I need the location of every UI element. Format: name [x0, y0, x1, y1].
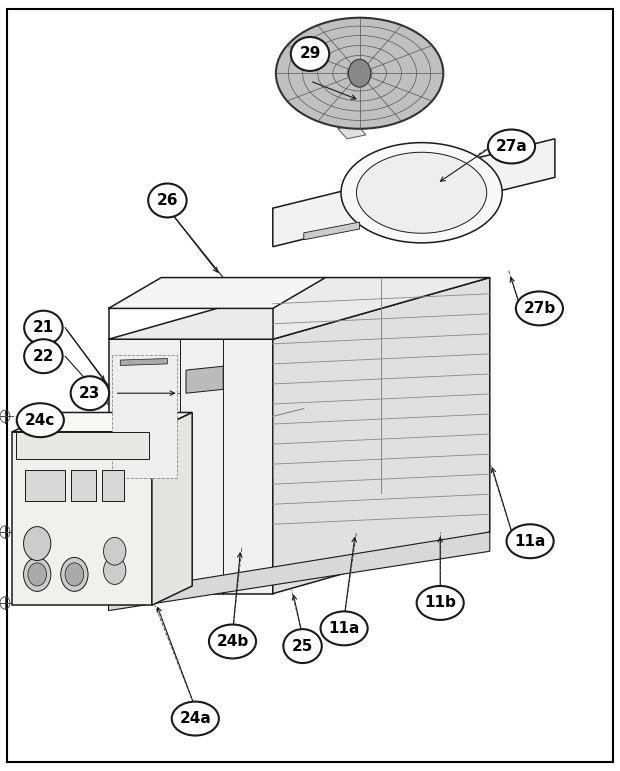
Polygon shape — [12, 412, 192, 432]
Ellipse shape — [24, 339, 63, 373]
Ellipse shape — [356, 153, 487, 233]
Ellipse shape — [71, 376, 109, 410]
Ellipse shape — [507, 524, 554, 558]
Ellipse shape — [291, 37, 329, 71]
Polygon shape — [273, 278, 490, 594]
Polygon shape — [25, 470, 65, 501]
Circle shape — [104, 537, 126, 565]
Polygon shape — [16, 432, 149, 459]
Circle shape — [24, 557, 51, 591]
Text: 11b: 11b — [424, 595, 456, 611]
Text: 24a: 24a — [179, 711, 211, 726]
Ellipse shape — [488, 130, 535, 163]
Text: 26: 26 — [157, 193, 178, 208]
Circle shape — [61, 557, 88, 591]
Text: 11a: 11a — [329, 621, 360, 636]
Circle shape — [28, 563, 46, 586]
Text: 23: 23 — [79, 386, 100, 401]
Text: 22: 22 — [33, 348, 54, 364]
Ellipse shape — [276, 18, 443, 129]
Polygon shape — [71, 470, 96, 501]
Ellipse shape — [17, 403, 64, 437]
Ellipse shape — [148, 183, 187, 217]
Ellipse shape — [341, 143, 502, 243]
Text: 27a: 27a — [495, 139, 528, 154]
Polygon shape — [102, 470, 124, 501]
Text: 11a: 11a — [515, 534, 546, 549]
Ellipse shape — [209, 625, 256, 658]
Text: 25: 25 — [292, 638, 313, 654]
Polygon shape — [120, 359, 167, 365]
Text: 24b: 24b — [216, 634, 249, 649]
Circle shape — [348, 59, 371, 87]
Text: 24c: 24c — [25, 412, 55, 428]
Ellipse shape — [417, 586, 464, 620]
Polygon shape — [273, 139, 555, 247]
Polygon shape — [108, 339, 273, 594]
Ellipse shape — [283, 629, 322, 663]
Text: 21: 21 — [33, 320, 54, 335]
Polygon shape — [338, 123, 366, 139]
Polygon shape — [304, 222, 360, 240]
Polygon shape — [152, 412, 192, 605]
Ellipse shape — [172, 702, 219, 736]
Ellipse shape — [321, 611, 368, 645]
Polygon shape — [186, 366, 223, 393]
Text: 27b: 27b — [523, 301, 556, 316]
Circle shape — [104, 557, 126, 584]
Text: eReplacementParts.com: eReplacementParts.com — [216, 393, 404, 409]
Polygon shape — [12, 432, 152, 605]
Ellipse shape — [516, 291, 563, 325]
Circle shape — [24, 527, 51, 561]
Text: 29: 29 — [299, 46, 321, 62]
Polygon shape — [108, 532, 490, 611]
Polygon shape — [108, 278, 490, 339]
Polygon shape — [112, 355, 177, 478]
Circle shape — [65, 563, 84, 586]
Polygon shape — [108, 278, 326, 308]
Ellipse shape — [24, 311, 63, 345]
